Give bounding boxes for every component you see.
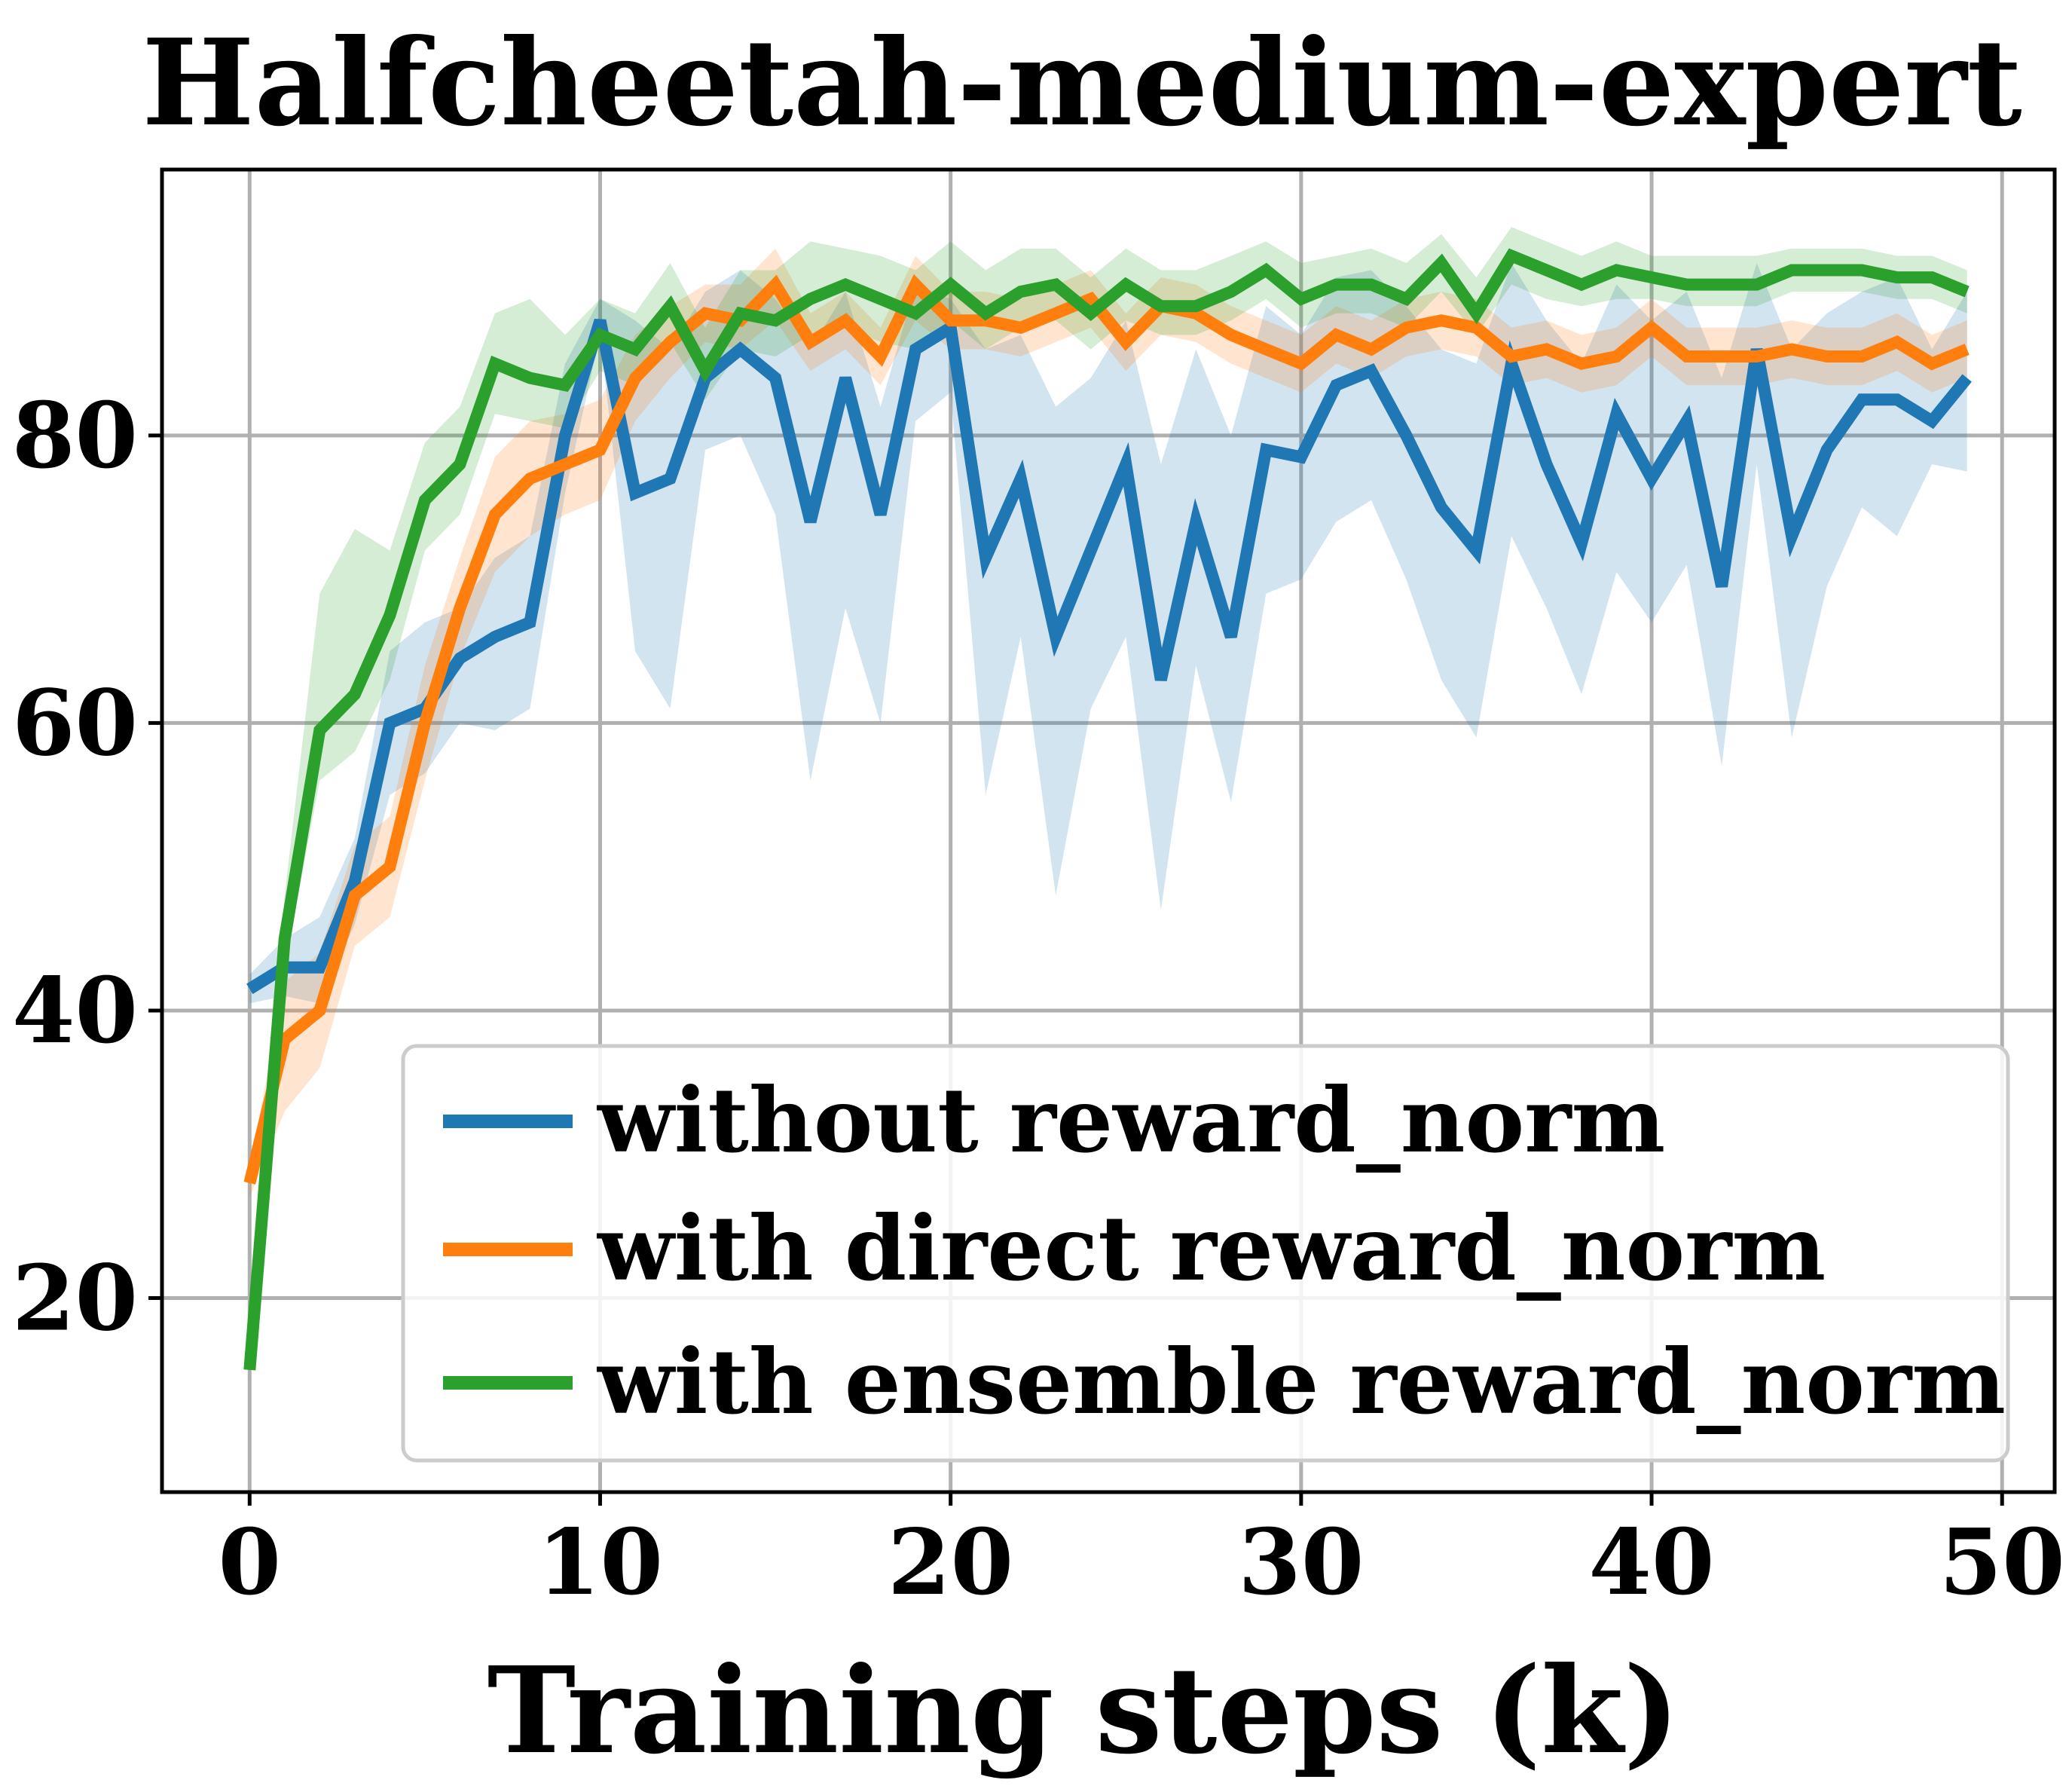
- x-tick-label: 0: [219, 1509, 282, 1616]
- x-tick-label: 40: [1589, 1509, 1715, 1616]
- chart-title: Halfcheetah-medium-expert: [142, 14, 2022, 153]
- series-line-direct: [243, 274, 1970, 1185]
- tick-layer: 0 10 20 30 40 50 20 40 60 80: [12, 383, 2065, 1616]
- series-line-ensemble: [243, 248, 1970, 1371]
- band-direct: [249, 248, 1967, 1197]
- x-tick-label: 50: [1939, 1509, 2065, 1616]
- x-tick-label: 10: [537, 1509, 663, 1616]
- legend: without reward_norm with direct reward_n…: [401, 1044, 2010, 1463]
- y-tick-label: 60: [12, 670, 138, 776]
- y-tick-label: 20: [12, 1245, 138, 1351]
- x-tick-label: 20: [888, 1509, 1013, 1616]
- y-tick-label: 40: [12, 958, 138, 1064]
- x-tick-label: 30: [1238, 1509, 1364, 1616]
- legend-box: [401, 1044, 2010, 1463]
- line-layer: [243, 248, 1972, 1371]
- legend-label-ensemble: with ensemble reward_norm: [596, 1329, 2006, 1434]
- x-axis-label: Training steps (k): [487, 1641, 1680, 1781]
- y-tick-label: 80: [12, 383, 138, 489]
- legend-label-without: without reward_norm: [596, 1068, 1665, 1173]
- plot-frame: [160, 167, 2057, 1494]
- legend-label-direct: with direct reward_norm: [596, 1196, 1826, 1301]
- series-line-without: [246, 317, 1972, 995]
